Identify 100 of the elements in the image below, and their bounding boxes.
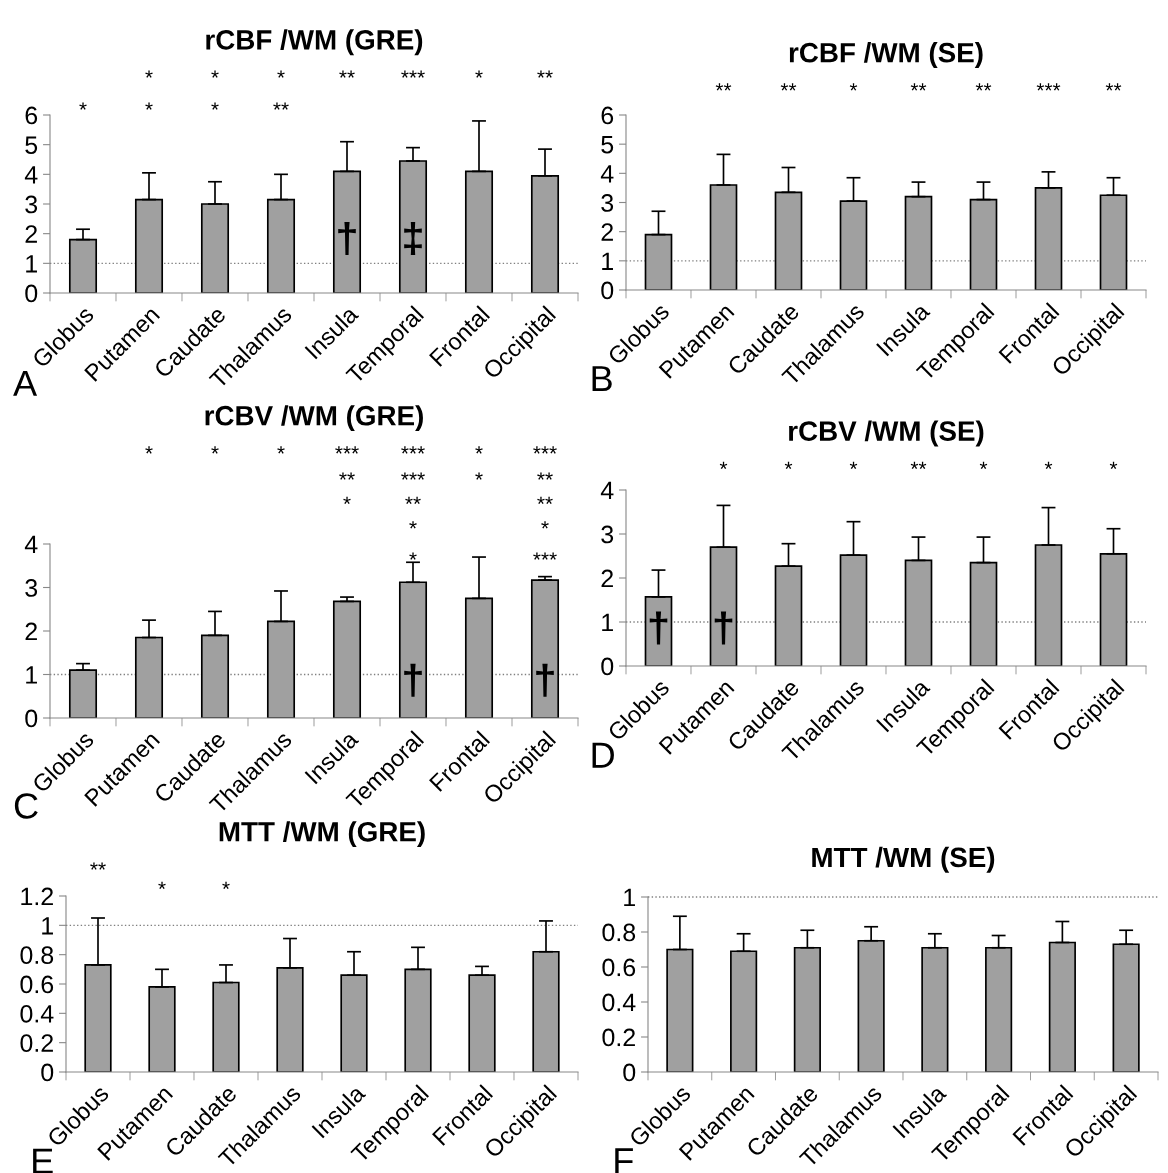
text: ** bbox=[537, 70, 553, 78]
text: ** bbox=[339, 70, 355, 78]
y-tick-label: 0.4 bbox=[20, 1004, 54, 1023]
text: * bbox=[475, 472, 483, 480]
y-tick-label: 0.8 bbox=[602, 923, 636, 942]
annotation: *** bbox=[533, 552, 557, 560]
text: *** bbox=[1036, 83, 1061, 91]
text: * bbox=[979, 461, 988, 470]
text: *** bbox=[401, 446, 425, 454]
y-tick-label: 4 bbox=[24, 535, 38, 554]
y-tick-label: 0.8 bbox=[20, 946, 54, 964]
bar bbox=[1112, 943, 1140, 1072]
bar bbox=[774, 565, 803, 666]
bar bbox=[532, 950, 560, 1072]
bar bbox=[921, 946, 949, 1072]
bar bbox=[709, 546, 738, 666]
text: ** bbox=[715, 83, 732, 91]
bar bbox=[904, 195, 933, 290]
bar bbox=[1099, 552, 1128, 666]
text: ** bbox=[273, 102, 289, 110]
y-tick-label: 1.2 bbox=[21, 887, 53, 906]
text: * bbox=[849, 83, 858, 91]
text: * bbox=[409, 521, 417, 529]
y-tick-label: 0.6 bbox=[20, 975, 54, 994]
y-tick-label: 0.6 bbox=[602, 958, 636, 977]
text: D bbox=[592, 742, 614, 768]
bar bbox=[1099, 194, 1128, 290]
bar bbox=[793, 946, 821, 1072]
text: * bbox=[849, 461, 858, 470]
text: * bbox=[1109, 461, 1118, 470]
chart-title: rCBF /WM (GRE) bbox=[206, 29, 423, 56]
bar bbox=[84, 964, 112, 1072]
bar bbox=[644, 596, 673, 666]
bar bbox=[398, 160, 428, 293]
text: * bbox=[277, 70, 285, 78]
text: * bbox=[1044, 461, 1053, 470]
y-tick-label: 0.2 bbox=[20, 1034, 53, 1052]
y-tick-label: 1 bbox=[624, 888, 635, 907]
text: * bbox=[145, 70, 153, 78]
text: * bbox=[475, 446, 483, 454]
annotation: † bbox=[338, 221, 356, 255]
text: F bbox=[615, 1148, 633, 1173]
text: ** bbox=[780, 83, 797, 91]
text: * bbox=[719, 461, 728, 470]
text: ** bbox=[975, 83, 992, 91]
y-tick-label: 1 bbox=[602, 613, 613, 632]
annotation: * bbox=[409, 552, 417, 560]
text: * bbox=[79, 102, 87, 110]
y-tick-label: 0.2 bbox=[602, 1028, 635, 1047]
bar bbox=[148, 986, 176, 1072]
text: *** bbox=[335, 446, 359, 454]
y-tick-label: 0 bbox=[623, 1063, 636, 1082]
text: * bbox=[222, 881, 230, 890]
text: * bbox=[211, 446, 219, 454]
y-tick-label: 0 bbox=[601, 657, 614, 676]
text: C bbox=[14, 793, 38, 819]
text: *** bbox=[401, 472, 425, 480]
bar bbox=[530, 174, 560, 293]
text: * bbox=[541, 521, 549, 529]
text: * bbox=[145, 102, 153, 110]
text: * bbox=[343, 496, 351, 505]
bar bbox=[404, 968, 432, 1072]
y-tick-label: 3 bbox=[25, 195, 38, 214]
annotation: † bbox=[649, 611, 668, 645]
chart-title: MTT /WM (SE) bbox=[812, 846, 995, 873]
text: ** bbox=[910, 83, 927, 91]
bar bbox=[68, 669, 98, 718]
annotation: ‡ bbox=[404, 221, 422, 256]
text: * bbox=[158, 881, 166, 890]
chart-title: rCBV /WM (GRE) bbox=[205, 405, 423, 432]
y-tick-label: 0 bbox=[25, 284, 38, 303]
text: * bbox=[475, 70, 483, 78]
text: ** bbox=[90, 862, 106, 870]
chart-title: rCBF /WM (SE) bbox=[789, 42, 983, 69]
y-tick-label: 2 bbox=[25, 622, 37, 641]
text: * bbox=[145, 446, 153, 454]
y-tick-label: 0 bbox=[601, 281, 614, 300]
text: ** bbox=[537, 472, 553, 480]
chart-title: rCBV /WM (SE) bbox=[789, 420, 984, 447]
y-tick-label: 3 bbox=[601, 194, 614, 212]
y-tick-label: 6 bbox=[601, 106, 614, 125]
text: B bbox=[592, 366, 612, 392]
bar bbox=[276, 967, 304, 1072]
bar bbox=[1034, 187, 1063, 290]
annotation: † bbox=[404, 663, 422, 697]
text: ** bbox=[405, 496, 421, 505]
bar bbox=[530, 579, 560, 718]
text: E bbox=[33, 1148, 53, 1173]
y-tick-label: 1 bbox=[26, 255, 37, 273]
bar bbox=[340, 974, 368, 1072]
bar bbox=[332, 600, 362, 718]
y-tick-label: 4 bbox=[600, 165, 614, 183]
bar bbox=[468, 974, 496, 1072]
text: * bbox=[784, 461, 793, 470]
annotation: † bbox=[536, 663, 554, 697]
bar bbox=[985, 946, 1013, 1072]
text: ** bbox=[537, 496, 553, 505]
y-tick-label: 4 bbox=[600, 481, 614, 500]
y-tick-label: 2 bbox=[601, 223, 613, 241]
y-tick-label: 0 bbox=[41, 1063, 54, 1082]
